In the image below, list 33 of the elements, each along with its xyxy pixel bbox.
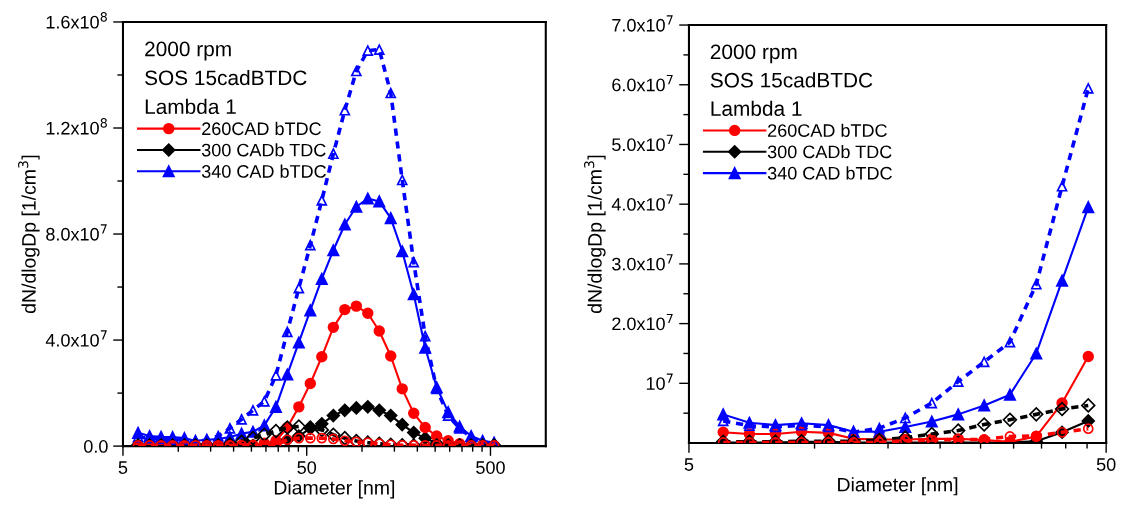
legend-label: 340 CAD bTDC (201, 164, 326, 178)
x-tick-label: 500 (476, 461, 505, 474)
legend-label: 300 CADb TDC (201, 143, 326, 157)
y-tick-label: 1.6x10$^{8}$ (46, 12, 107, 29)
y-tick-label: 7.0x10$^{7}$ (612, 15, 673, 32)
y-tick-label: 5.0x10$^{7}$ (612, 134, 673, 152)
annotation: Lambda 1 (145, 98, 236, 115)
y-tick-label: 10$^{7}$ (646, 373, 673, 390)
legend-label: 340 CAD bTDC (767, 166, 892, 180)
legend-label: 260CAD bTDC (768, 123, 887, 137)
legend-label: 300 CADb TDC (767, 145, 892, 159)
y-tick-label: 3.0x10$^{7}$ (612, 254, 673, 271)
y-axis-title: dN/dlogDp [1/cm$^{3}$] (18, 155, 40, 314)
annotation: SOS 15cadBTDC (145, 69, 307, 86)
x-tick-label: 5 (684, 458, 694, 471)
x-tick-label: 5 (118, 461, 128, 474)
annotation: 2000 rpm (145, 41, 231, 61)
y-axis-title: dN/dlogDp [1/cm$^{3}$] (584, 155, 606, 314)
y-tick-label: 4.0x10$^{7}$ (611, 194, 673, 211)
legend-label: 260CAD bTDC (202, 121, 321, 136)
y-tick-label: 4.0x10$^{7}$ (45, 330, 107, 347)
annotation: SOS 15cadBTDC (710, 72, 873, 88)
x-tick-label: 50 (1096, 458, 1116, 471)
annotation: Lambda 1 (711, 100, 802, 116)
y-tick-label: 1.2x10$^{8}$ (46, 118, 107, 135)
x-axis-title: Diameter [nm] (274, 480, 395, 499)
y-tick-label: 8.0x10$^{7}$ (46, 224, 107, 241)
x-tick-label: 50 (297, 461, 317, 474)
y-tick-label: 0.0 (83, 440, 108, 453)
y-tick-label: 6.0x10$^{7}$ (612, 75, 673, 92)
y-tick-label: 2.0x10$^{7}$ (612, 313, 673, 331)
annotation: 2000 rpm (710, 44, 797, 64)
x-axis-title: Diameter [nm] (838, 477, 958, 496)
